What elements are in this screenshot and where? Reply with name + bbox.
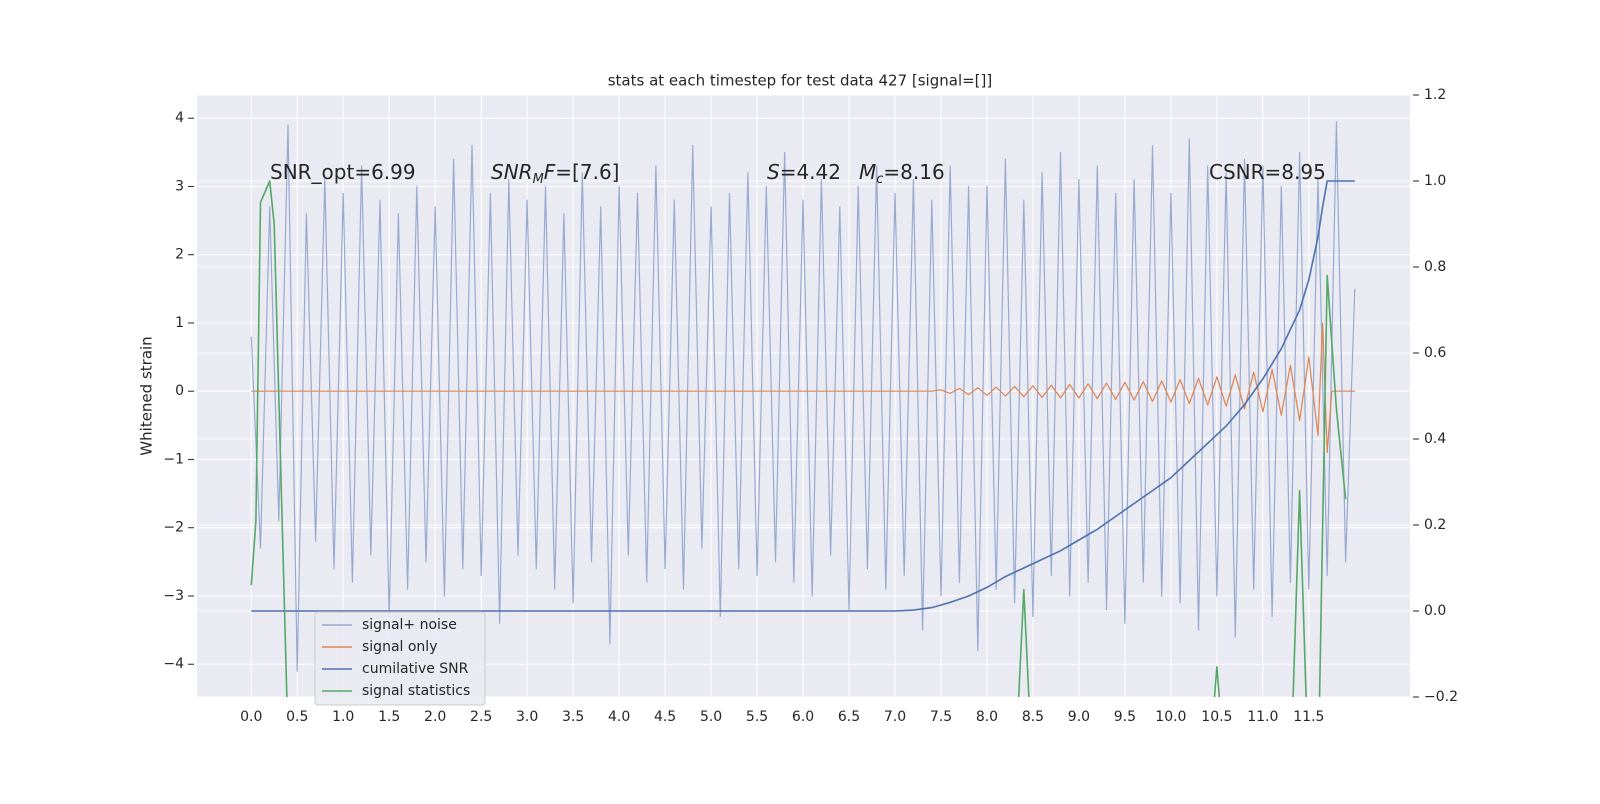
y-tick-label: 0 [175,383,184,399]
annotation-part: M [533,172,544,187]
x-tick-label: 0.5 [286,709,308,725]
y-axis-label: Whitened strain [138,336,156,455]
y-tick-label: 1 [175,315,184,331]
y2-tick-label: 1.2 [1424,87,1446,103]
y2-tick-label: 0.2 [1424,517,1446,533]
y-tick-label: −1 [163,451,184,467]
y-tick-label: 2 [175,247,184,263]
y2-tick-label: −0.2 [1424,689,1458,705]
y2-tick-label: 0.6 [1424,345,1446,361]
annotation-part: =[7.6] [555,160,619,184]
y2-tick-label: 0.4 [1424,431,1446,447]
y2-tick-label: 0.8 [1424,259,1446,275]
annotation: S=4.42 [767,160,841,184]
legend-label: signal statistics [362,683,470,699]
annotation-part: c [876,172,883,187]
x-tick-label: 3.0 [516,709,538,725]
annotation: CSNR=8.95 [1209,160,1326,184]
annotation-part: CSNR=8.95 [1209,160,1326,184]
lines [250,121,1356,697]
y-tick-label: 3 [175,178,184,194]
series-line [250,121,1356,672]
annotation: SNR_opt=6.99 [270,160,416,184]
ticks: 0.0 0.5 1.0 1.5 2.0 2.5 3.0 3.5 4.0 4.5 5.0 5.5 6.0 6… [163,87,1458,725]
x-tick-label: 0.0 [240,709,262,725]
x-tick-label: 6.0 [792,709,814,725]
x-tick-label: 2.0 [424,709,446,725]
annotation: SNRMF=[7.6] [491,160,619,187]
x-tick-label: 1.0 [332,709,354,725]
y-tick-label: 4 [175,110,184,126]
annotation-part: =8.16 [883,160,944,184]
annotations: SNR_opt=6.99 SNRMF=[7.6] S=4.42 Mc=8.16 CSNR… [270,160,1326,187]
x-tick-label: 11.5 [1293,709,1324,725]
y2-tick-label: 1.0 [1424,173,1446,189]
legend: signal+ noise signal only cumilative SNR si… [314,611,486,706]
series-line [250,180,1347,697]
x-tick-label: 11.0 [1247,709,1278,725]
annotation-part: F [544,160,556,184]
x-tick-label: 10.0 [1155,709,1186,725]
y2-tick-label: 0.0 [1424,603,1446,619]
x-tick-label: 6.5 [838,709,860,725]
series-line [251,180,1355,612]
legend-label: signal+ noise [362,617,457,633]
annotation-part: M [859,160,876,184]
y-tick-label: −3 [163,588,184,604]
annotation-part: SNR_opt=6.99 [270,160,416,184]
legend-label: signal only [362,639,437,655]
x-tick-label: 7.5 [930,709,952,725]
x-tick-label: 2.5 [470,709,492,725]
y-tick-label: −4 [163,656,184,672]
annotation: Mc=8.16 [859,160,945,187]
x-tick-label: 10.5 [1201,709,1232,725]
x-tick-label: 8.5 [1022,709,1044,725]
series-line [251,322,1355,454]
x-tick-label: 5.5 [746,709,768,725]
legend-box [314,611,486,706]
x-tick-label: 5.0 [700,709,722,725]
legend-label: cumilative SNR [362,661,469,677]
x-tick-label: 3.5 [562,709,584,725]
x-tick-label: 8.0 [976,709,998,725]
annotation-part: =4.42 [780,160,841,184]
x-tick-label: 9.0 [1068,709,1090,725]
annotation-part: SNR [491,160,533,184]
x-tick-label: 4.0 [608,709,630,725]
y-tick-label: −2 [163,520,184,536]
annotation-part: S [767,160,780,184]
x-tick-label: 4.5 [654,709,676,725]
chart-title: stats at each timestep for test data 427… [608,72,993,90]
x-tick-label: 1.5 [378,709,400,725]
x-tick-label: 9.5 [1114,709,1136,725]
x-tick-label: 7.0 [884,709,906,725]
